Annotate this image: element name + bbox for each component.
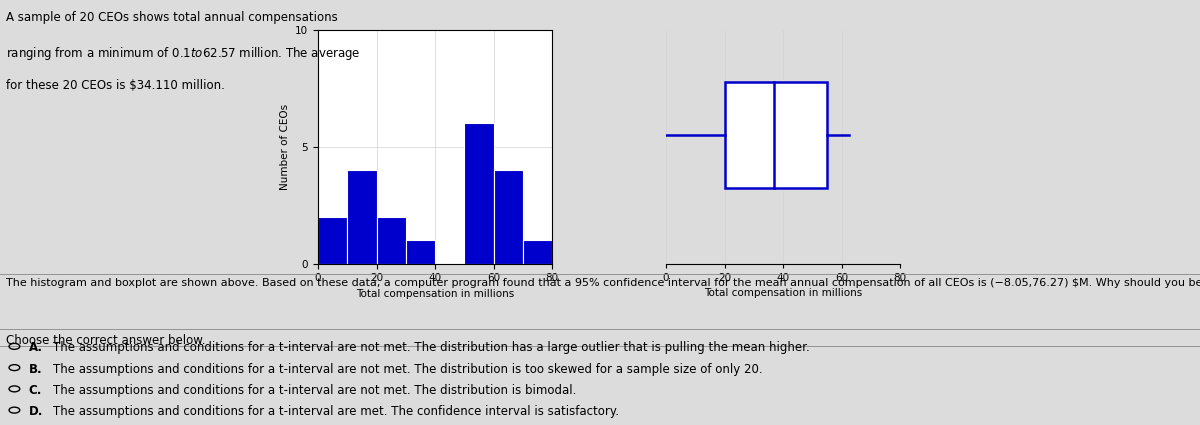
Bar [523,240,552,264]
Text: The assumptions and conditions for a t-interval are not met. The distribution ha: The assumptions and conditions for a t-i… [53,341,810,354]
Bar [464,123,493,264]
Text: Choose the correct answer below.: Choose the correct answer below. [6,334,205,347]
Text: for these 20 CEOs is $34.110 million.: for these 20 CEOs is $34.110 million. [6,79,224,92]
Text: B.: B. [29,363,42,376]
Text: The assumptions and conditions for a t-interval are not met. The distribution is: The assumptions and conditions for a t-i… [53,363,762,376]
Bar [347,170,377,264]
Bar [406,240,436,264]
Text: The histogram and boxplot are shown above. Based on these data, a computer progr: The histogram and boxplot are shown abov… [6,278,1200,289]
Text: A sample of 20 CEOs shows total annual compensations: A sample of 20 CEOs shows total annual c… [6,11,337,24]
Text: The assumptions and conditions for a t-interval are not met. The distribution is: The assumptions and conditions for a t-i… [53,384,576,397]
X-axis label: Total compensation in millions: Total compensation in millions [704,288,862,298]
X-axis label: Total compensation in millions: Total compensation in millions [356,289,514,299]
Bar [725,82,827,187]
Bar [493,170,523,264]
Y-axis label: Number of CEOs: Number of CEOs [280,104,289,190]
Text: ranging from a minimum of $0.1 to $62.57 million. The average: ranging from a minimum of $0.1 to $62.57… [6,45,360,62]
Bar [377,217,406,264]
Text: A.: A. [29,341,43,354]
Text: C.: C. [29,384,42,397]
Text: D.: D. [29,405,43,418]
Text: The assumptions and conditions for a t-interval are met. The confidence interval: The assumptions and conditions for a t-i… [53,405,619,418]
Bar [318,217,347,264]
